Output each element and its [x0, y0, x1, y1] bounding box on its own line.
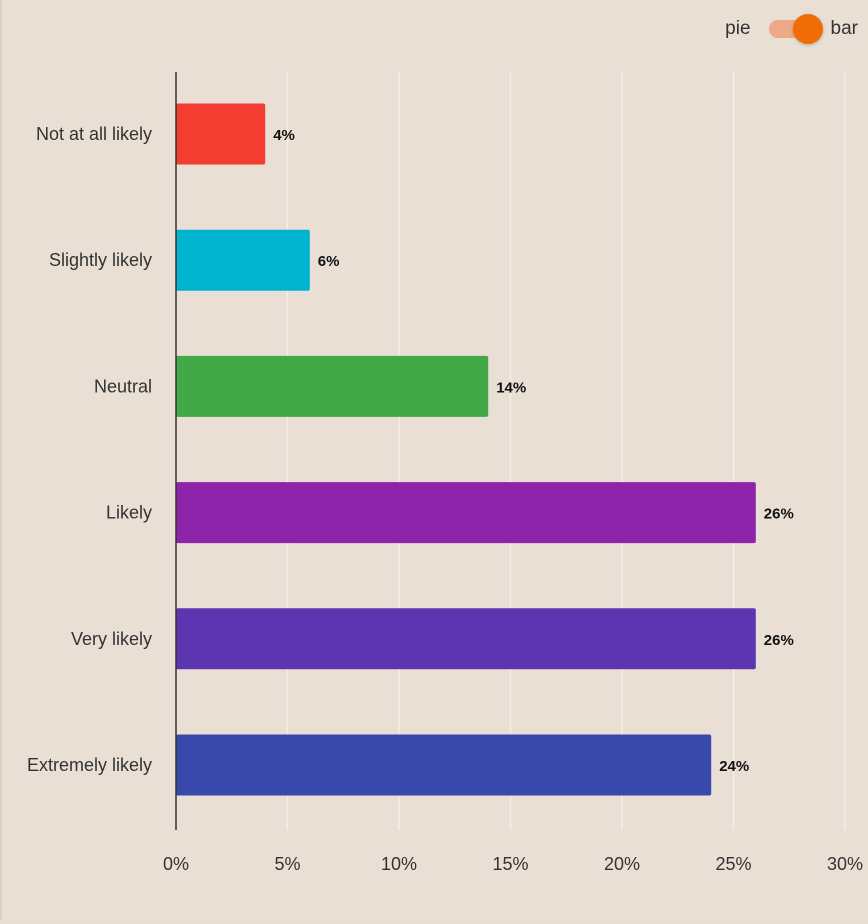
bar[interactable] — [176, 229, 310, 291]
bar[interactable] — [176, 608, 756, 670]
data-label: 26% — [764, 506, 794, 523]
category-label: Very likely — [71, 629, 152, 649]
x-tick-label: 0% — [163, 854, 189, 874]
category-label: Likely — [106, 503, 152, 523]
chart-type-toggle-row: pie bar — [725, 12, 858, 46]
x-tick-label: 30% — [827, 854, 863, 874]
x-tick-labels: 0% 5% 10% 15% 20% 25% 30% — [163, 854, 863, 874]
x-tick-label: 5% — [274, 854, 300, 874]
category-label: Neutral — [94, 376, 152, 396]
data-label: 6% — [318, 253, 340, 270]
category-labels: Not at all likely Slightly likely Neutral L… — [27, 124, 152, 775]
chart-type-switch[interactable] — [768, 12, 823, 46]
category-label: Not at all likely — [36, 124, 152, 144]
pie-option-label[interactable]: pie — [725, 18, 751, 39]
x-tick-label: 10% — [381, 854, 417, 874]
x-tick-label: 25% — [715, 854, 751, 874]
grid-lines — [286, 72, 846, 830]
data-label: 26% — [764, 632, 794, 649]
switch-knob[interactable] — [792, 14, 823, 44]
bars — [176, 103, 756, 796]
x-tick-label: 15% — [492, 854, 528, 874]
bar[interactable] — [176, 734, 712, 796]
bar[interactable] — [176, 482, 756, 544]
data-label: 14% — [496, 379, 526, 396]
data-labels: 4% 6% 14% 26% 26% 24% — [273, 127, 794, 775]
bar-option-label[interactable]: bar — [830, 18, 858, 39]
x-tick-label: 20% — [604, 854, 640, 874]
bar[interactable] — [176, 355, 489, 417]
data-label: 4% — [273, 127, 295, 144]
data-label: 24% — [719, 758, 749, 775]
category-label: Slightly likely — [49, 250, 152, 270]
bar[interactable] — [176, 103, 266, 165]
category-label: Extremely likely — [27, 755, 152, 775]
